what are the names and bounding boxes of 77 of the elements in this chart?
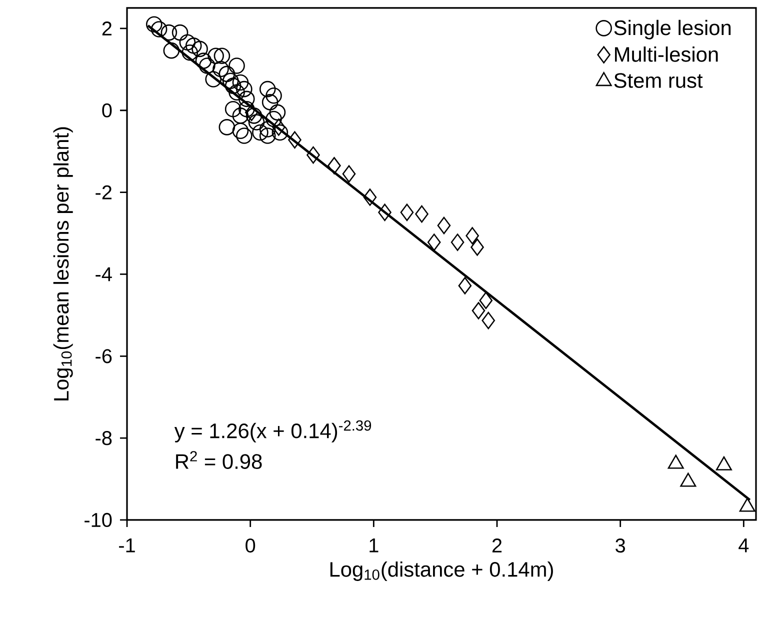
annotation: R$^{2}$ = 0.98 (176, 451, 262, 469)
point (479, 292, 493, 310)
point (218, 119, 236, 136)
point (163, 42, 180, 59)
point (288, 131, 302, 149)
point (232, 122, 249, 140)
point (205, 71, 222, 88)
point (427, 234, 441, 251)
x-axis-title: Log$_{10}$(distance + 0.14m) (330, 561, 553, 581)
point (199, 58, 216, 74)
point (246, 108, 262, 124)
point (400, 204, 414, 222)
point (185, 38, 202, 54)
point (458, 277, 472, 294)
point (182, 44, 198, 61)
point (472, 302, 486, 320)
point (238, 101, 255, 118)
x-tick-label: 2 (492, 538, 502, 552)
point (378, 204, 392, 222)
point (179, 34, 196, 51)
legend-label: Multi-lesion (615, 46, 718, 62)
y-tick-label: -8 (96, 431, 112, 446)
point (224, 101, 242, 118)
y-tick-label: -4 (96, 267, 112, 282)
point (272, 124, 288, 141)
point (259, 128, 276, 144)
point (192, 40, 208, 58)
point (437, 216, 451, 234)
point (208, 48, 224, 64)
point (269, 104, 286, 121)
y-axis-title: Log$_{10}$(mean lesions per plant) (53, 127, 73, 400)
y-tick-label: -6 (96, 349, 112, 364)
point (328, 157, 341, 174)
legend-label: Single lesion (614, 20, 731, 40)
annotation: y = 1.26(x + 0.14)$^{-2.39}$ (174, 420, 372, 442)
point (415, 205, 428, 223)
x-tick-label: 4 (738, 538, 749, 552)
point (259, 80, 276, 98)
point (248, 114, 265, 130)
point (266, 87, 282, 104)
point (228, 84, 245, 101)
point (236, 128, 252, 144)
point (482, 312, 496, 330)
point (218, 66, 236, 82)
y-tick-label: -10 (84, 512, 112, 528)
point (306, 146, 320, 164)
point (160, 24, 178, 41)
point (224, 78, 242, 94)
point (232, 108, 249, 124)
point (214, 48, 230, 64)
x-tick-label: 1 (370, 538, 378, 552)
point (238, 90, 255, 108)
point (262, 94, 278, 110)
point (146, 16, 162, 33)
point (195, 52, 212, 69)
point (259, 121, 276, 138)
y-tick-label: 2 (102, 22, 112, 36)
point (150, 21, 168, 38)
legend-label: Stem rust (614, 73, 703, 88)
x-tick-label: -1 (119, 538, 135, 552)
x-tick-label: 0 (246, 538, 256, 553)
y-tick-label: -2 (96, 185, 112, 200)
point (342, 165, 356, 183)
point (222, 72, 239, 90)
point (244, 104, 258, 122)
point (466, 227, 479, 244)
point (470, 238, 484, 256)
point (450, 234, 464, 251)
point (236, 80, 252, 98)
point (363, 188, 377, 206)
point (252, 124, 268, 141)
y-tick-label: 0 (102, 103, 112, 118)
point (232, 74, 249, 91)
x-tick-label: 3 (616, 538, 625, 553)
point (228, 58, 245, 74)
point (212, 60, 229, 78)
point (172, 24, 188, 41)
